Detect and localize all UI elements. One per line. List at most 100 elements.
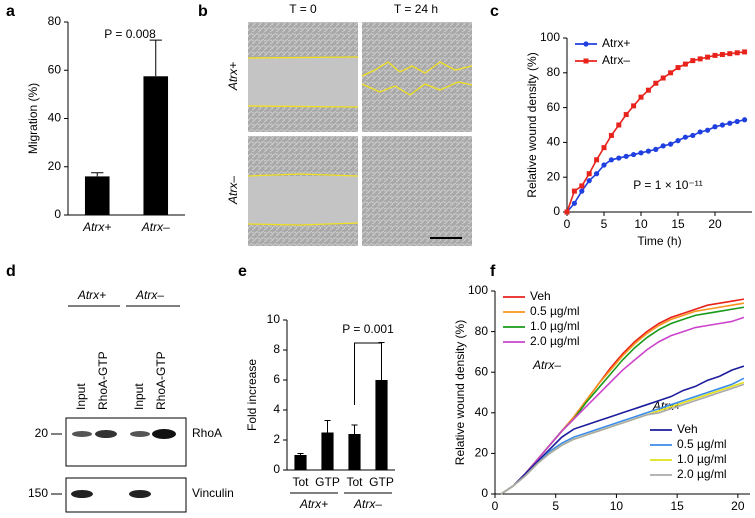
legend-label: Veh	[677, 422, 698, 436]
point	[660, 143, 666, 149]
point	[697, 129, 703, 135]
group-label: Atrx–	[353, 497, 382, 511]
y-axis-label: Migration (%)	[26, 83, 40, 154]
point	[631, 151, 637, 158]
point	[690, 132, 696, 139]
annotation: P = 1 × 10⁻¹¹	[633, 178, 703, 192]
point	[623, 153, 629, 159]
point	[675, 138, 681, 144]
y-tick-label: 60	[475, 364, 489, 378]
marker-label: 20	[35, 426, 49, 440]
x-tick-label: Tot	[292, 475, 309, 489]
point	[623, 112, 629, 118]
legend-label: 2.0 µg/ml	[530, 334, 580, 348]
panel-label: f	[490, 263, 496, 280]
point	[564, 209, 570, 215]
y-tick-label: 2	[273, 432, 280, 446]
legend-marker	[583, 41, 589, 47]
point	[638, 150, 644, 156]
group-label: Atrx+	[299, 497, 328, 511]
legend-label: 1.0 µg/ml	[677, 452, 727, 466]
band	[130, 431, 150, 437]
legend-label: 2.0 µg/ml	[677, 467, 727, 481]
y-tick-label: 6	[273, 372, 280, 386]
wound-edge	[247, 56, 359, 108]
y-tick-label: 0	[54, 207, 61, 221]
panel-label: b	[198, 3, 208, 20]
band	[72, 431, 92, 437]
point	[608, 132, 614, 138]
panel-label: e	[238, 263, 247, 280]
y-tick-label: 0	[481, 486, 488, 500]
point	[705, 127, 711, 133]
legend-label: Atrx+	[602, 36, 630, 50]
x-tick-label: Atrx–	[141, 220, 170, 234]
x-axis-label: Time (h)	[600, 516, 644, 518]
series-line	[500, 383, 745, 495]
annotation: P = 0.008	[104, 27, 156, 41]
y-tick-label: 60	[547, 100, 561, 114]
point	[653, 80, 659, 86]
x-tick-label: 20	[708, 217, 722, 231]
x-tick-label: Atrx+	[82, 220, 111, 234]
y-tick-label: 4	[273, 402, 280, 416]
y-tick-label: 60	[48, 62, 62, 76]
point	[608, 157, 615, 163]
point	[734, 118, 740, 125]
y-tick-label: 80	[547, 65, 561, 79]
y-tick-label: 0	[273, 462, 280, 476]
y-tick-label: 20	[547, 169, 561, 183]
point	[601, 145, 607, 151]
x-tick-label: GTP	[369, 475, 394, 489]
point	[660, 75, 666, 81]
point	[594, 171, 600, 177]
point	[712, 52, 718, 58]
point	[690, 58, 696, 64]
point	[571, 188, 577, 194]
wound-images: T = 0 T = 24 h Atrx+ Atrx–	[226, 2, 473, 246]
point	[616, 122, 622, 128]
column-label: T = 0	[289, 2, 317, 16]
panel-label: d	[6, 263, 16, 280]
point	[668, 70, 674, 76]
point	[616, 155, 622, 161]
error-bar	[149, 39, 162, 77]
blot-box	[65, 417, 187, 467]
y-tick-label: 8	[273, 342, 280, 356]
panel-label: a	[6, 3, 15, 20]
band	[71, 490, 93, 498]
legend-label: Veh	[530, 289, 551, 303]
lane-label: Input	[132, 383, 146, 410]
error-bar	[351, 424, 358, 434]
point	[586, 178, 592, 184]
bar	[143, 76, 169, 215]
point	[727, 120, 733, 126]
point	[742, 117, 748, 123]
annotation: P = 0.001	[342, 322, 394, 336]
point	[653, 146, 659, 152]
y-tick-label: 80	[48, 14, 62, 28]
x-tick-label: 5	[552, 499, 559, 513]
x-tick-label: GTP	[315, 475, 340, 489]
column-label: T = 24 h	[394, 2, 438, 16]
point	[682, 61, 688, 67]
point	[586, 171, 592, 177]
x-tick-label: 10	[634, 217, 648, 231]
x-axis-label: Time (h)	[637, 234, 681, 248]
point	[682, 134, 689, 140]
error-bar	[91, 172, 104, 177]
x-tick-label: 15	[670, 499, 684, 513]
y-tick-label: 40	[48, 111, 62, 125]
legend-label: 0.5 µg/ml	[677, 437, 727, 451]
image	[362, 136, 472, 246]
point	[601, 162, 607, 168]
band	[95, 430, 117, 438]
legend-label: 1.0 µg/ml	[530, 319, 580, 333]
annotation: Atrx–	[532, 358, 561, 372]
point	[579, 188, 585, 194]
band	[152, 429, 176, 439]
x-tick-label: 10	[610, 499, 624, 513]
legend-label: Atrx–	[602, 53, 630, 67]
point	[719, 52, 725, 58]
